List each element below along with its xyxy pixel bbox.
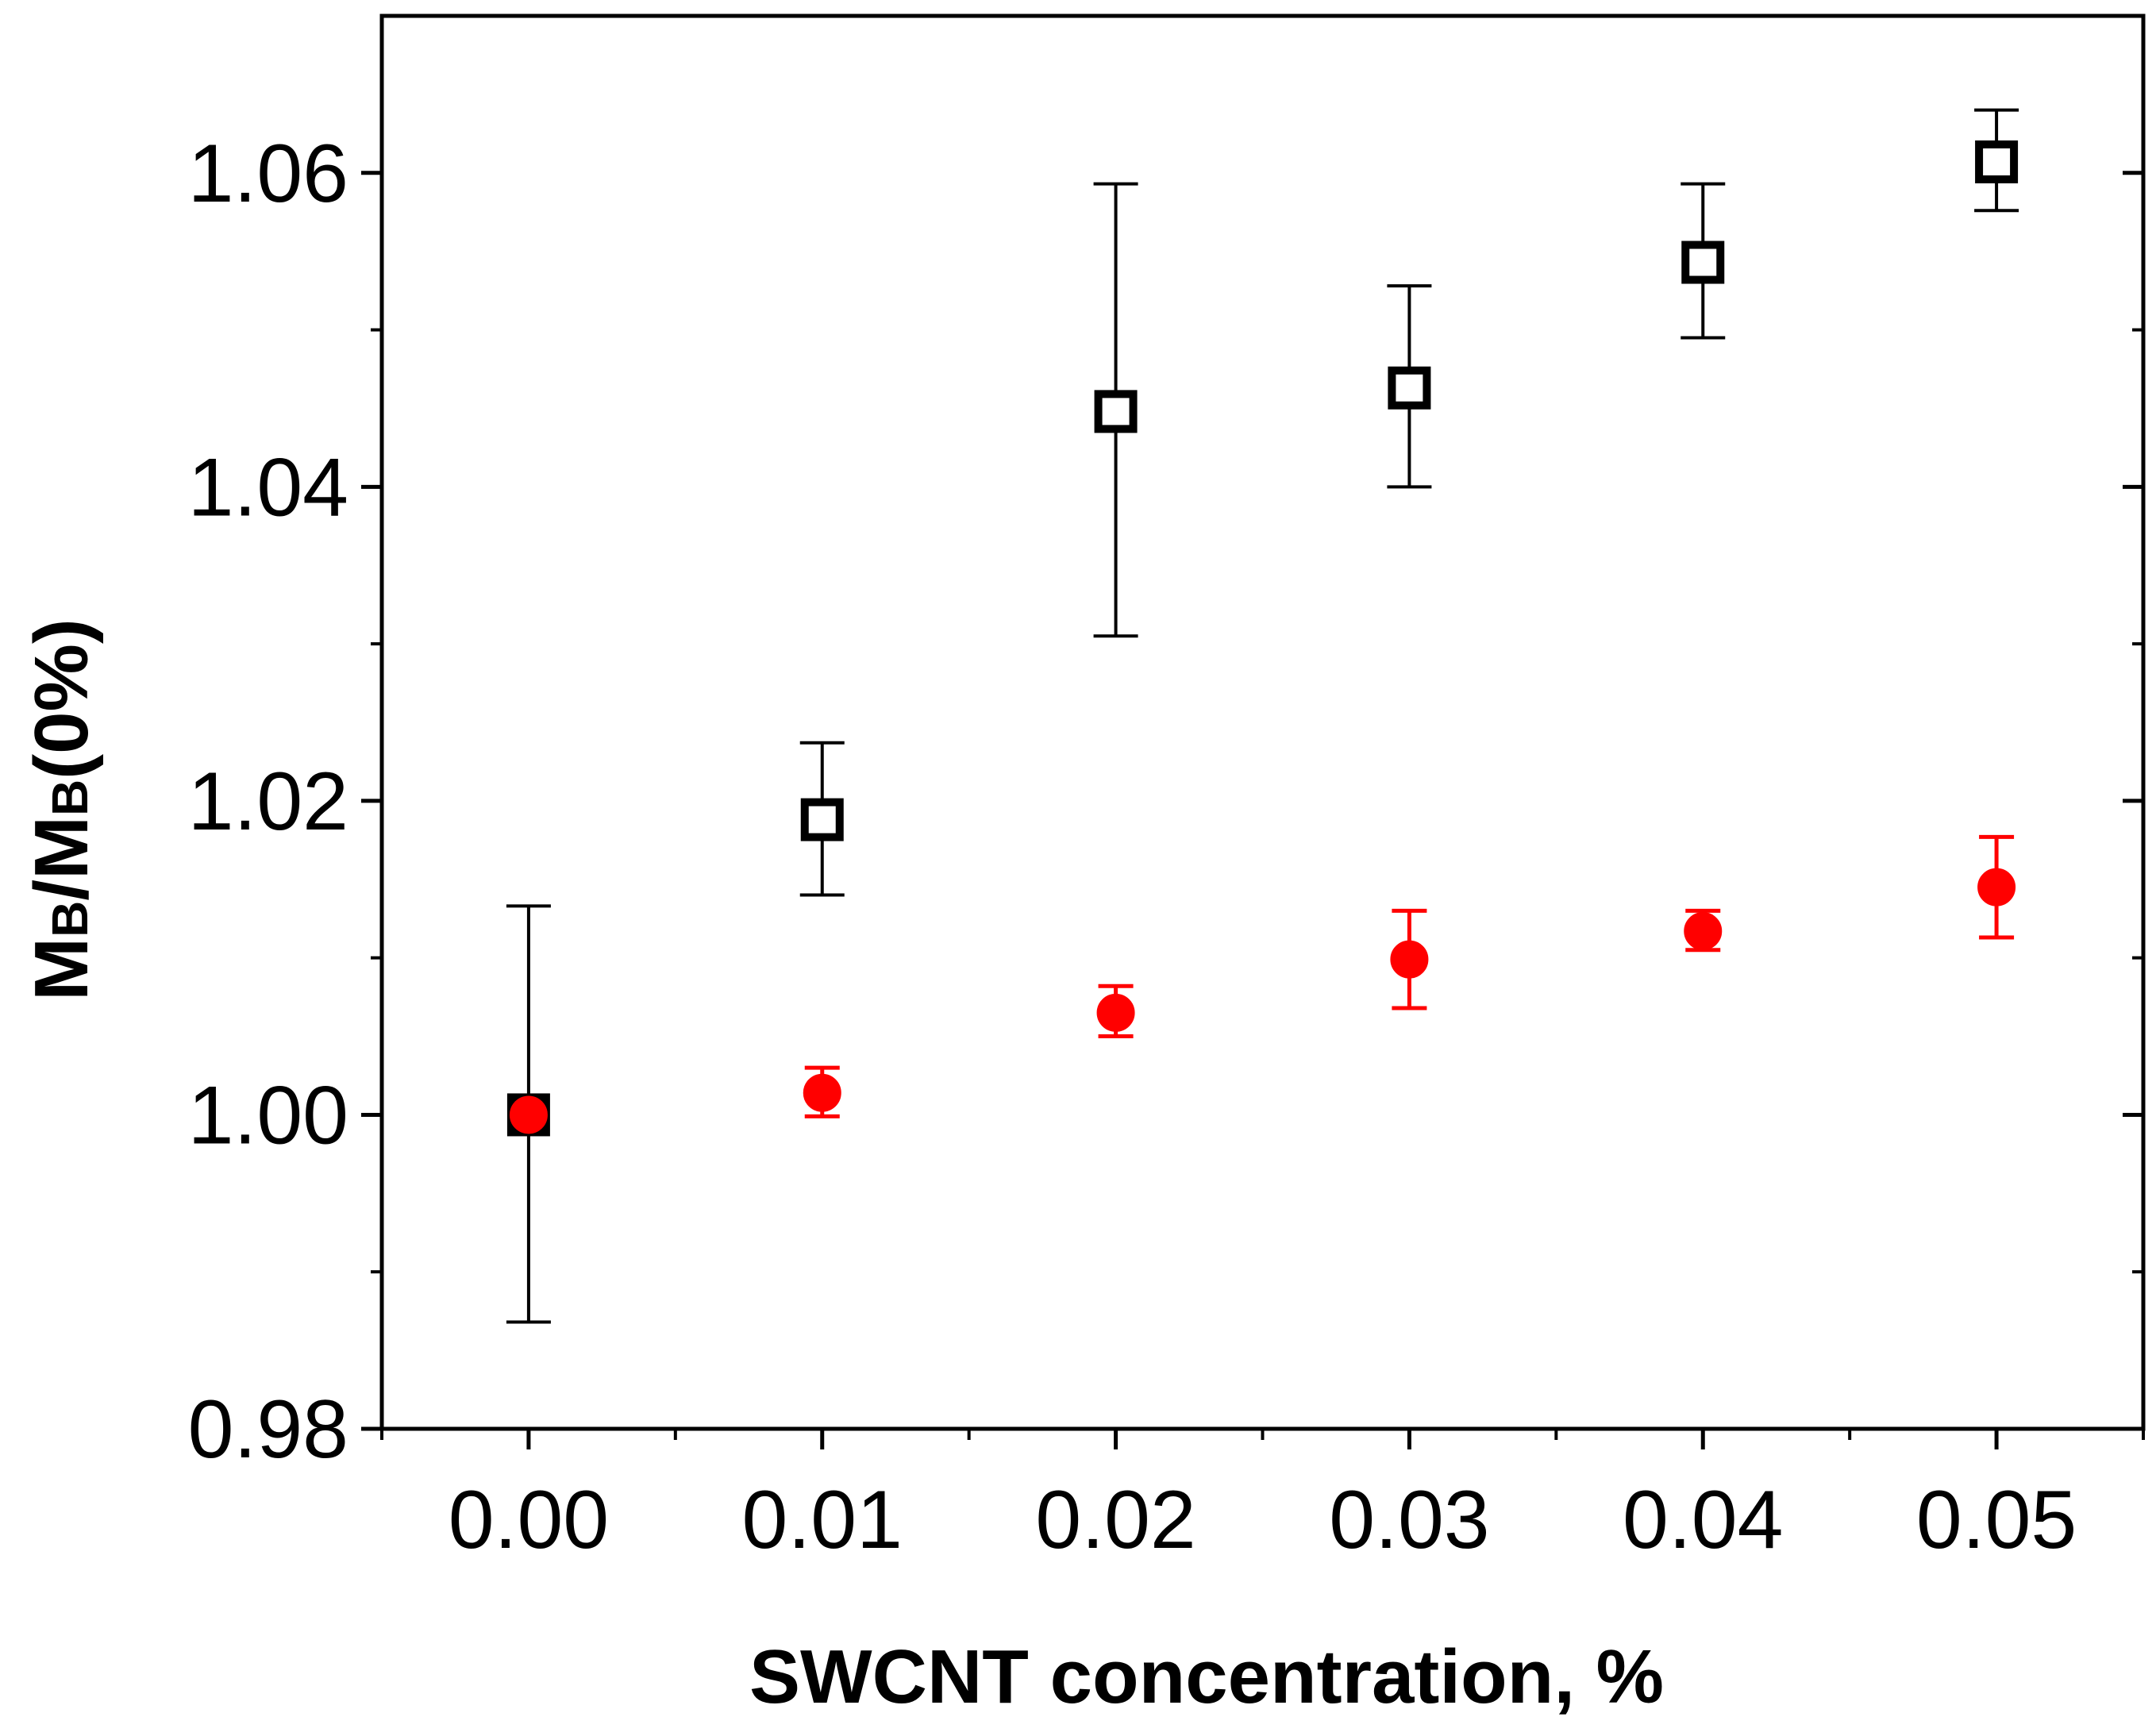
y-tick-label: 1.04 bbox=[188, 441, 348, 533]
x-tick-label: 0.02 bbox=[1035, 1474, 1195, 1566]
x-tick-label: 0.04 bbox=[1623, 1474, 1783, 1566]
data-point-circle bbox=[1390, 940, 1429, 979]
x-axis-title: SWCNT concentration, % bbox=[749, 1634, 1664, 1719]
y-title-sub-1: B bbox=[41, 901, 98, 937]
y-axis-title: MB/MB(0%) bbox=[19, 618, 104, 1001]
data-point-square bbox=[1388, 366, 1431, 410]
series-1 bbox=[506, 108, 2019, 1324]
y-title-sep: / bbox=[19, 880, 104, 901]
y-title-main-1: M bbox=[19, 937, 104, 1001]
data-point-square bbox=[800, 798, 844, 841]
x-tick-label: 0.01 bbox=[742, 1474, 903, 1566]
y-title-tail: (0%) bbox=[19, 618, 104, 779]
y-tick-label: 1.02 bbox=[188, 756, 348, 848]
data-point-circle bbox=[509, 1095, 548, 1134]
data-point-square bbox=[1975, 140, 2019, 183]
y-title-main-2: M bbox=[19, 816, 104, 880]
plot-frame bbox=[379, 13, 2146, 1431]
y-title-sub-2: B bbox=[41, 779, 98, 816]
data-point-square bbox=[1681, 241, 1725, 284]
x-tick-labels: 0.00 0.01 0.02 0.03 0.04 0.05 bbox=[449, 1474, 2077, 1566]
data-point-circle bbox=[1977, 868, 2016, 906]
x-tick-label: 0.03 bbox=[1329, 1474, 1489, 1566]
y-tick-label: 1.00 bbox=[188, 1069, 348, 1161]
x-tick-label: 0.05 bbox=[1916, 1474, 2077, 1566]
series-2 bbox=[509, 834, 2016, 1134]
y-tick-label: 0.98 bbox=[188, 1384, 348, 1476]
data-point-circle bbox=[1684, 912, 1723, 951]
data-point-circle bbox=[803, 1073, 841, 1112]
y-tick-labels: 0.98 1.00 1.02 1.04 1.06 bbox=[188, 128, 348, 1476]
data-series bbox=[506, 108, 2019, 1324]
y-tick-label: 1.06 bbox=[188, 128, 348, 220]
x-tick-label: 0.00 bbox=[449, 1474, 609, 1566]
axis-ticks bbox=[361, 171, 2145, 1449]
data-point-circle bbox=[1096, 993, 1135, 1032]
data-point-square bbox=[1094, 390, 1138, 433]
